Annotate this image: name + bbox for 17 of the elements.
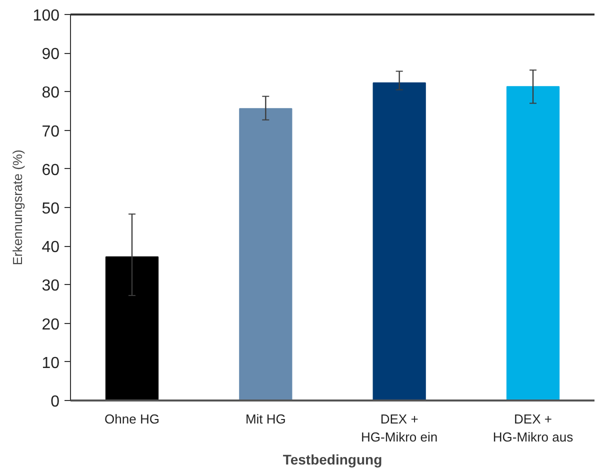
x-tick-label: DEX + HG-Mikro ein: [361, 412, 438, 444]
x-tick-label: Mit HG: [245, 412, 286, 426]
y-tick-label: 100: [32, 8, 60, 24]
y-axis-title: Erkennungsrate (%): [10, 150, 25, 266]
y-tick-label: 40: [42, 239, 60, 256]
y-tick-label: 10: [42, 354, 60, 372]
x-tick-label: DEX + HG-Mikro aus: [492, 412, 574, 444]
x-axis-title: Testbedingung: [282, 452, 382, 468]
y-tick-label: 30: [42, 278, 60, 295]
y-tick-label: 90: [42, 46, 60, 64]
y-tick-label: 20: [42, 316, 60, 334]
y-tick-label: 0: [50, 394, 60, 410]
x-tick-label: Ohne HG: [104, 412, 160, 426]
y-tick-label: 80: [42, 84, 60, 102]
y-tick-label: 50: [42, 200, 60, 218]
y-tick-label: 70: [42, 123, 60, 140]
y-tick-label: 60: [42, 162, 60, 179]
